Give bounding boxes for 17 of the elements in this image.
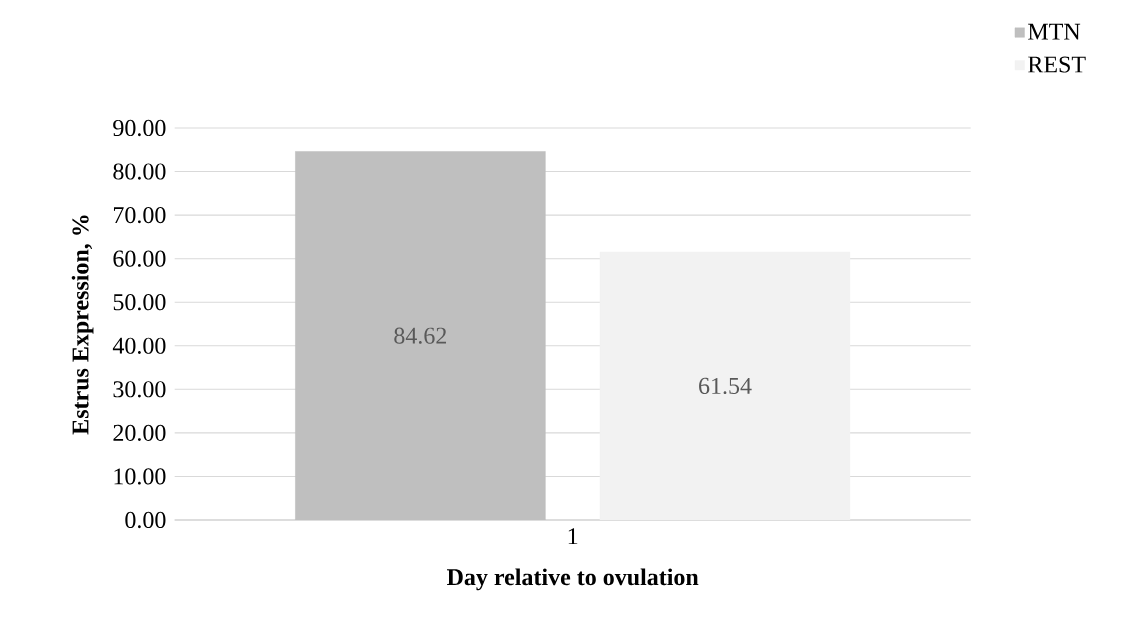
x-axis-title: Day relative to ovulation [446, 568, 699, 591]
y-tick-label: 60.00 [113, 250, 166, 267]
y-tick-label: 40.00 [112, 337, 166, 354]
y-tick-label: 90.00 [113, 119, 166, 137]
legend-label: REST [1028, 56, 1086, 73]
y-tick-label: 10.00 [114, 468, 166, 485]
legend-label: MTN [1028, 23, 1081, 40]
y-tick-label: 20.00 [113, 424, 166, 442]
y-tick-label: 30.00 [113, 381, 166, 398]
x-tick-label: 1 [568, 528, 578, 545]
y-tick-label: 0.00 [125, 511, 166, 529]
y-tick-label: 70.00 [113, 206, 166, 224]
data-label: 84.62 [394, 327, 447, 344]
data-label: 61.54 [699, 377, 752, 395]
y-tick-label: 80.00 [113, 163, 166, 180]
y-axis-title: Estrus Expression, % [71, 215, 94, 435]
y-tick-label: 50.00 [113, 294, 166, 311]
